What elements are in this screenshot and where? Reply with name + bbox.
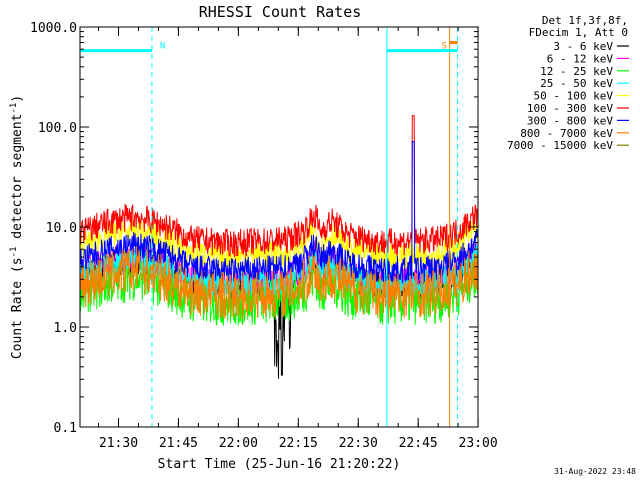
y-axis-label-middle: detector segment [10, 114, 25, 247]
x-tick-label-6: 23:00 [459, 436, 498, 451]
x-tick-label-0: 21:30 [99, 436, 138, 451]
y-axis-label-close: ) [10, 95, 25, 103]
legend-label-6: 300 - 800 keV [527, 114, 613, 127]
x-tick-label-1: 21:45 [159, 436, 198, 451]
legend-label-4: 50 - 100 keV [534, 90, 614, 103]
legend-header-0: Det 1f,3f,8f, [542, 14, 628, 27]
y-tick-label-4: 1000.0 [30, 21, 77, 36]
x-axis: 21:30 21:45 22:00 22:15 22:30 22:45 23:00 [98, 27, 498, 451]
x-tick-label-3: 22:15 [279, 436, 318, 451]
legend-label-8: 7000 - 15000 keV [507, 139, 613, 152]
legend-label-5: 100 - 300 keV [527, 102, 613, 115]
y-axis: 0.1 1.0 10.0 100.0 1000.0 [30, 21, 478, 436]
series-group [80, 115, 478, 379]
legend-label-2: 12 - 25 keV [540, 65, 613, 78]
y-tick-label-0: 0.1 [54, 421, 77, 436]
series-line-7 [80, 246, 478, 320]
legend-label-1: 6 - 12 keV [547, 52, 614, 65]
y-axis-label-sup2: -1 [9, 103, 19, 114]
y-tick-label-1: 1.0 [54, 321, 77, 336]
x-tick-label-2: 22:00 [219, 436, 258, 451]
y-axis-label-main: Count Rate (s [10, 257, 25, 359]
y-axis-label-sup: -1 [9, 247, 19, 258]
attenuator-label-0: N [160, 42, 165, 52]
y-tick-label-3: 100.0 [38, 121, 77, 136]
y-axis-label: Count Rate (s-1 detector segment-1) [9, 95, 25, 359]
y-tick-label-2: 10.0 [46, 221, 77, 236]
chart-title: RHESSI Count Rates [199, 3, 362, 21]
x-axis-label: Start Time (25-Jun-16 21:20:22) [158, 457, 401, 472]
legend-label-7: 800 - 7000 keV [520, 127, 613, 140]
x-tick-label-5: 22:45 [399, 436, 438, 451]
legend-label-0: 3 - 6 keV [553, 40, 613, 53]
legend-header-1: FDecim 1, Att 0 [529, 26, 628, 39]
x-tick-label-4: 22:30 [339, 436, 378, 451]
legend-label-3: 25 - 50 keV [540, 77, 613, 90]
series-line-5 [80, 115, 478, 258]
plot-timestamp: 31-Aug-2022 23:48 [554, 467, 636, 476]
attenuator-label-1: S [442, 42, 447, 52]
